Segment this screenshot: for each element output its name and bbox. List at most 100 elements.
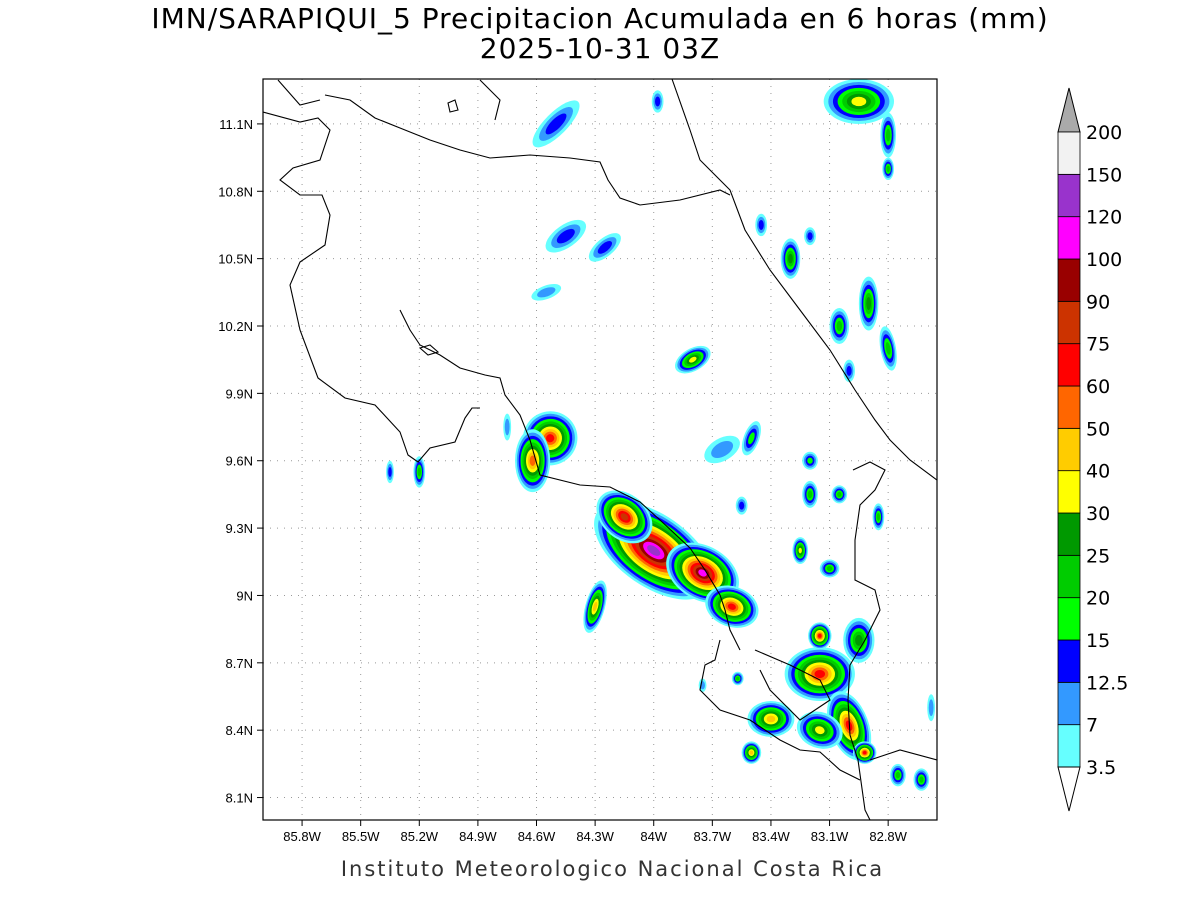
lon-tick-label: 85.2W xyxy=(401,829,439,844)
precip-cell xyxy=(583,580,607,633)
colorbar-label: 15 xyxy=(1086,630,1110,652)
colorbar-top-arrow xyxy=(1057,87,1081,133)
colorbar-label: 7 xyxy=(1086,715,1098,737)
precip-cell xyxy=(879,326,897,371)
precip-cell xyxy=(735,496,748,515)
osa-peninsula-coast xyxy=(699,639,861,781)
precip-band xyxy=(798,547,802,554)
lat-tick-label: 11.1N xyxy=(219,117,253,132)
institution-credit: Instituto Meteorologico Nacional Costa R… xyxy=(340,857,885,881)
precip-band xyxy=(807,490,813,499)
lon-tick-label: 82.8W xyxy=(869,829,907,844)
precip-band xyxy=(895,771,901,779)
precip-band xyxy=(862,750,867,755)
precip-band xyxy=(647,545,661,556)
lake-island xyxy=(447,99,459,113)
precip-band xyxy=(689,356,697,363)
precip-cell xyxy=(386,460,394,484)
colorbar-swatch xyxy=(1057,724,1081,768)
precip-cell xyxy=(927,694,936,722)
southern-coast xyxy=(754,649,831,721)
precip-band xyxy=(885,128,891,142)
burica-coast xyxy=(869,749,937,761)
precip-band xyxy=(814,669,826,679)
precip-cell xyxy=(802,480,818,508)
colorbar-swatch xyxy=(1057,300,1081,345)
precip-band xyxy=(886,165,890,173)
precip-band xyxy=(788,253,793,264)
lat-tick-label: 10.8N xyxy=(218,184,253,199)
precip-cell xyxy=(741,421,761,456)
lon-tick-label: 83.1W xyxy=(811,829,849,844)
caribbean-coastline xyxy=(671,79,937,481)
lon-tick-label: 85.5W xyxy=(342,829,380,844)
nicaragua-coastline xyxy=(263,111,480,463)
precip-cell xyxy=(780,238,801,279)
precip-band xyxy=(546,434,555,443)
colorbar-label: 25 xyxy=(1086,545,1110,567)
latitude-axis: 8.1N 8.4N 8.7N 9N 9.3N 9.6N 9.9N 10.2N 10.5N 10.8… xyxy=(218,117,263,806)
precip-band xyxy=(876,513,881,521)
colorbar-swatch xyxy=(1057,554,1081,599)
colorbar-swatch xyxy=(1057,512,1081,556)
precip-cell xyxy=(819,559,840,578)
precip-band xyxy=(736,676,740,681)
colorbar-label: 90 xyxy=(1086,291,1110,313)
precip-band xyxy=(807,457,813,464)
precip-band xyxy=(749,750,754,755)
colorbar-label: 120 xyxy=(1086,207,1122,229)
colorbar-label: 200 xyxy=(1086,122,1122,144)
map-subtitle-date: 2025-10-31 03Z xyxy=(479,32,721,65)
precip-cell xyxy=(596,490,653,544)
colorbar-swatch xyxy=(1057,597,1081,641)
lon-tick-label: 84.9W xyxy=(459,829,497,844)
precip-cell xyxy=(755,213,768,237)
precip-cell xyxy=(704,435,740,464)
precip-cell xyxy=(872,503,885,531)
lat-tick-label: 8.7N xyxy=(226,656,253,671)
precip-band xyxy=(919,776,924,783)
precip-cell xyxy=(741,741,762,764)
lon-tick-label: 84.3W xyxy=(576,829,614,844)
precip-band xyxy=(655,96,661,107)
precip-band xyxy=(748,432,755,445)
precip-band xyxy=(388,466,392,477)
precip-cell xyxy=(843,617,875,663)
nicoya-gulf-coast xyxy=(399,309,741,651)
precip-band xyxy=(529,455,536,466)
precip-band xyxy=(837,491,842,497)
precip-cell xyxy=(796,711,843,749)
precip-cell xyxy=(792,537,809,565)
precip-cell xyxy=(808,622,832,650)
precip-cell xyxy=(705,585,759,628)
precip-cell xyxy=(852,741,877,764)
colorbar-swatch xyxy=(1057,343,1081,387)
colorbar-swatch xyxy=(1057,470,1081,514)
precip-cell xyxy=(823,79,895,124)
lon-tick-label: 84.6W xyxy=(518,829,556,844)
precip-band xyxy=(855,634,863,646)
colorbar-swatch xyxy=(1057,216,1081,260)
precip-cell xyxy=(674,345,711,374)
precip-band xyxy=(620,513,629,521)
precip-band xyxy=(814,726,825,735)
precip-band xyxy=(711,441,734,458)
lon-tick-label: 84W xyxy=(640,829,667,844)
colorbar-label: 100 xyxy=(1086,249,1122,271)
precip-band xyxy=(836,320,843,332)
precip-cell xyxy=(532,100,580,148)
precip-band xyxy=(928,699,934,717)
precipitation-field xyxy=(386,79,936,791)
lake-shore xyxy=(277,79,501,121)
precip-cell xyxy=(880,112,896,158)
lat-tick-label: 9N xyxy=(236,588,253,603)
colorbar-swatch xyxy=(1057,681,1081,726)
lat-tick-label: 9.3N xyxy=(226,521,253,536)
colorbar-swatch xyxy=(1057,427,1081,472)
colorbar-label: 150 xyxy=(1086,164,1122,186)
lat-tick-label: 8.4N xyxy=(226,723,253,738)
colorbar-swatch xyxy=(1057,173,1081,218)
precip-cell xyxy=(784,647,855,701)
lon-tick-label: 83.7W xyxy=(694,829,732,844)
